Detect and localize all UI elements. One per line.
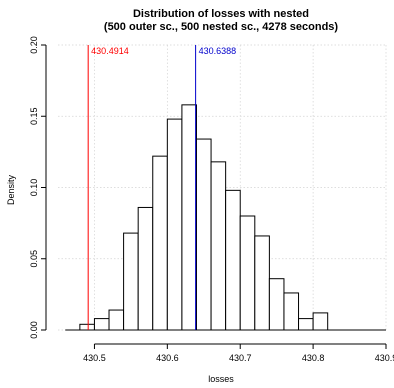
histogram-bar-0 xyxy=(79,323,95,331)
x-tick-label-0: 430.5 xyxy=(83,353,106,363)
histogram-bar-6 xyxy=(166,118,183,331)
chart-title-line1: Distribution of losses with nested xyxy=(133,8,309,20)
bars-layer xyxy=(65,104,386,331)
reference-line-label-0: 430.4914 xyxy=(91,46,129,56)
y-tick-label-1: 0.05 xyxy=(29,250,39,268)
histogram-bar-11 xyxy=(239,215,256,331)
histogram-bar-13 xyxy=(268,278,285,331)
x-tick-label-3: 430.8 xyxy=(302,353,325,363)
x-tick-label-4: 430.9 xyxy=(375,353,394,363)
x-tick-label-2: 430.7 xyxy=(229,353,252,363)
chart-title-line2: (500 outer sc., 500 nested sc., 4278 sec… xyxy=(104,21,339,33)
histogram-bar-15 xyxy=(298,318,314,331)
histogram-bar-9 xyxy=(210,161,227,331)
histogram-bar-2 xyxy=(108,309,125,331)
x-tick-label-1: 430.6 xyxy=(156,353,179,363)
histogram-bar-14 xyxy=(283,292,300,331)
histogram-bar-5 xyxy=(152,155,168,331)
histogram-bar-3 xyxy=(123,232,139,331)
vlines-layer: 430.4914 430.6388 xyxy=(87,45,237,330)
y-tick-label-3: 0.15 xyxy=(29,107,39,125)
y-tick-label-4: 0.20 xyxy=(29,36,39,54)
histogram-bar-1 xyxy=(93,318,110,331)
y-axis-label: Density xyxy=(6,174,16,205)
histogram-bar-12 xyxy=(254,235,270,331)
histogram-bar-7 xyxy=(181,104,197,331)
histogram-bar-10 xyxy=(225,189,241,331)
histogram-bar-4 xyxy=(137,206,154,331)
x-axis-label: losses xyxy=(208,374,234,384)
y-tick-label-0: 0.00 xyxy=(29,321,39,339)
histogram-bar-8 xyxy=(195,138,212,331)
histogram-bar-16 xyxy=(312,312,329,331)
axes-layer: 0.00 0.05 0.10 0.15 0.20 430.5 430.6 430.7 430.8… xyxy=(29,36,394,363)
y-tick-label-2: 0.10 xyxy=(29,179,39,197)
reference-line-label-1: 430.6388 xyxy=(199,46,237,56)
